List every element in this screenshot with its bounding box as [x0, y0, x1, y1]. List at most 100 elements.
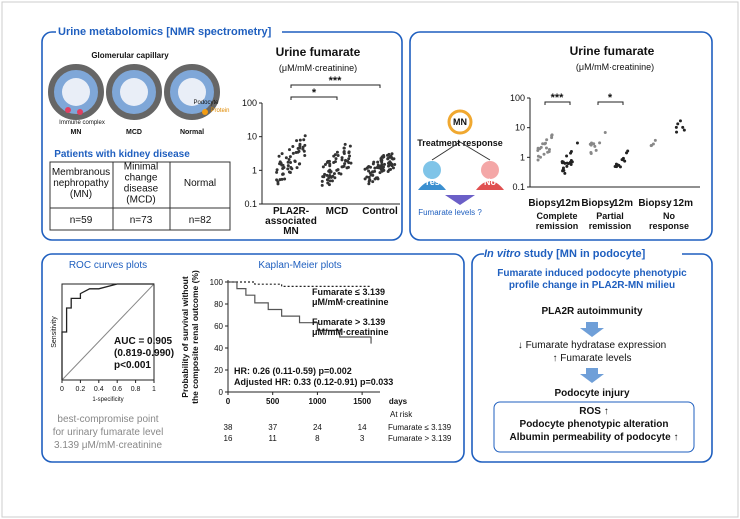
dot — [625, 151, 629, 155]
dot — [278, 160, 282, 164]
label: (μM/mM·creatinine) — [576, 62, 654, 72]
y-tick-label: 0.1 — [512, 182, 525, 192]
dot — [347, 157, 351, 161]
label: Albumin permeability of podocyte ↑ — [510, 432, 679, 443]
dot — [542, 152, 546, 156]
dot — [323, 163, 327, 167]
dot — [621, 156, 625, 160]
dot — [298, 162, 302, 166]
dot — [373, 177, 377, 181]
label: 37 — [268, 423, 277, 432]
dot — [538, 147, 542, 151]
dot — [389, 163, 393, 167]
dot — [544, 146, 548, 150]
dot — [295, 139, 299, 143]
x-tick-label: 0 — [226, 397, 231, 406]
panel-title: In vitro study [MN in podocyte] — [484, 248, 646, 260]
label: Complete — [536, 211, 577, 221]
dot — [298, 138, 302, 142]
roc-curve — [61, 283, 154, 380]
label: 16 — [224, 434, 233, 443]
label: ↑ Fumarate levels — [553, 353, 632, 364]
dot — [337, 171, 341, 175]
dot — [363, 177, 367, 181]
label: Normal — [180, 129, 204, 136]
dot — [291, 151, 295, 155]
dot — [563, 171, 567, 175]
people-illustration — [418, 109, 504, 205]
dot — [373, 166, 377, 170]
label: (μM/mM·creatinine) — [279, 63, 357, 73]
label: associated — [265, 216, 317, 227]
title-bg — [56, 24, 282, 38]
dot — [332, 172, 336, 176]
dot — [371, 170, 375, 174]
dot — [298, 144, 302, 148]
dot — [550, 133, 554, 137]
dot — [681, 125, 685, 129]
dot — [287, 148, 291, 152]
dot — [291, 144, 295, 148]
dot — [381, 166, 385, 170]
dot — [320, 179, 324, 183]
dot — [382, 168, 386, 172]
label: Immune complex — [59, 120, 105, 126]
dot — [593, 144, 597, 148]
label: Fumarate > 3.139 — [312, 317, 385, 327]
y-tick-label: 1 — [252, 165, 257, 175]
dot — [617, 163, 621, 167]
dot — [340, 156, 344, 160]
label: Fumarate levels ? — [418, 208, 482, 217]
dot — [387, 152, 391, 156]
label: 14 — [358, 423, 367, 432]
label: Yes — [424, 177, 440, 187]
dot — [293, 159, 297, 163]
label: MN — [453, 117, 467, 127]
label: HR: 0.26 (0.11-0.59) p=0.002 — [234, 366, 352, 376]
label: No — [663, 211, 675, 221]
label: Fumarate ≤ 3.139 — [312, 287, 385, 297]
dot — [568, 161, 572, 165]
dot — [561, 166, 565, 170]
label: No — [484, 177, 496, 187]
x-tick-label: 500 — [266, 397, 280, 406]
dot — [649, 144, 653, 148]
dot — [372, 160, 376, 164]
dot — [295, 166, 299, 170]
dot — [328, 179, 332, 183]
x-tick-label: 0 — [60, 386, 64, 393]
dot — [328, 162, 332, 166]
dot — [287, 158, 291, 162]
dot — [321, 165, 325, 169]
label: Biopsy — [528, 198, 562, 209]
label: disease — [124, 184, 159, 195]
dot — [277, 154, 281, 158]
significance-bracket — [544, 101, 571, 105]
dot — [367, 182, 371, 186]
label: ROC curves plots — [69, 260, 147, 271]
dot — [340, 158, 344, 162]
y-tick-label: 80 — [214, 300, 223, 309]
dot — [296, 146, 300, 150]
label: *** — [551, 92, 565, 104]
dot — [675, 130, 679, 134]
dot — [545, 138, 549, 142]
label: μM/mM·creatinine — [312, 327, 389, 337]
dot — [341, 165, 345, 169]
glomerulus-illustration — [48, 64, 220, 120]
dot — [284, 156, 288, 160]
label: * — [608, 92, 613, 104]
label: 3.139 μM/mM·creatinine — [54, 440, 162, 451]
significance-bracket — [290, 96, 338, 100]
y-tick-label: 60 — [214, 322, 223, 331]
label: Biopsy — [638, 198, 672, 209]
dot — [323, 172, 327, 176]
dot — [346, 165, 350, 169]
label: PLA2R- — [273, 206, 309, 217]
dot — [371, 173, 375, 177]
y-label: Probability of survival without — [180, 276, 190, 398]
dot — [536, 158, 540, 162]
dot — [331, 174, 335, 178]
dot — [281, 172, 285, 176]
dot — [378, 171, 382, 175]
